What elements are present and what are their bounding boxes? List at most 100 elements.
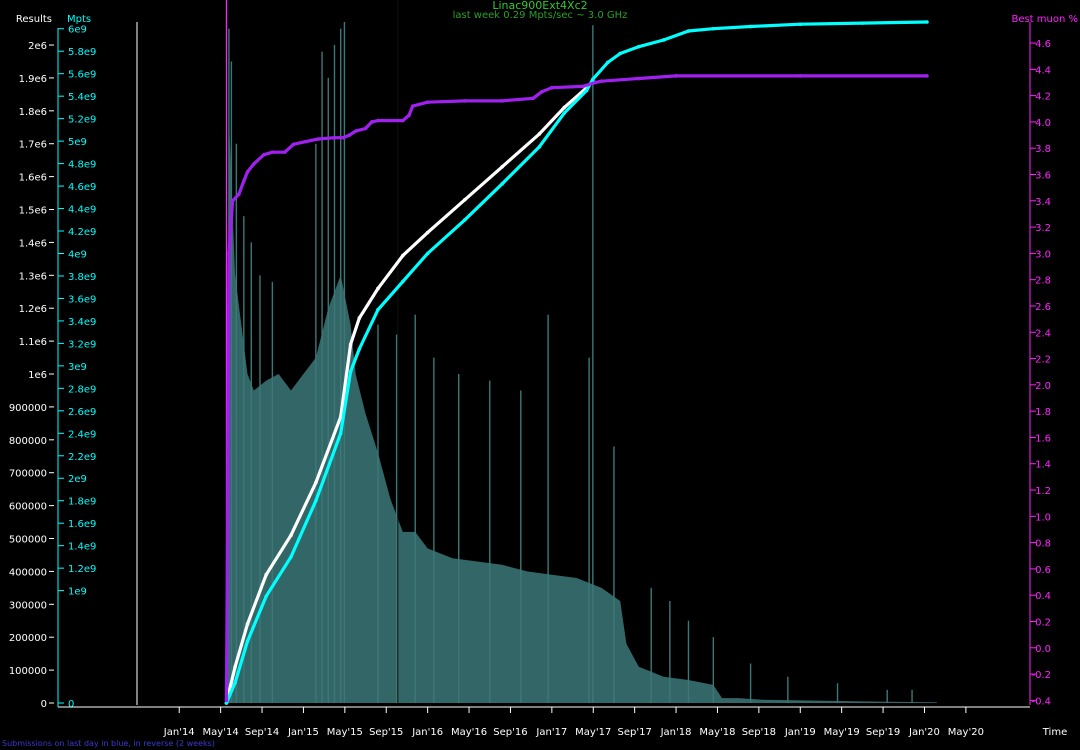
muon-tick-label: 0.2 [1035, 617, 1051, 628]
muon-tick-label: 3.0 [1035, 249, 1051, 260]
results-tick-label: 1.1e6 [19, 337, 47, 348]
results-tick-label: 1.9e6 [19, 74, 47, 85]
muon-tick-label: 2.6 [1035, 302, 1051, 313]
mpts-tick-label: 2e9 [68, 474, 87, 485]
muon-tick-label: 3.4 [1035, 197, 1051, 208]
results-tick-label: 2e6 [28, 41, 47, 52]
series-point-muon [425, 100, 430, 104]
results-tick-label: 1.7e6 [19, 140, 47, 151]
series-point-mpts [661, 38, 666, 42]
series-point-mpts [686, 29, 691, 33]
results-tick-label: 1.8e6 [19, 107, 47, 118]
results-tick-label: 1e6 [28, 370, 47, 381]
series-point-muon [636, 76, 641, 81]
muon-tick-label: 4.6 [1035, 39, 1051, 50]
series-point-mpts [500, 182, 504, 186]
results-tick-label: 700000 [9, 469, 47, 480]
series-point-muon [410, 104, 415, 108]
mpts-tick-label: 2.4e9 [68, 429, 96, 440]
series-point-results [245, 622, 250, 626]
results-tick-label: 500000 [9, 535, 47, 546]
series-point-mpts [636, 44, 641, 49]
series-point-mpts [798, 22, 803, 27]
mpts-tick-label: 1.8e9 [68, 497, 96, 508]
series-point-results [562, 105, 567, 110]
series-point-mpts [314, 498, 318, 503]
series-point-results [463, 197, 467, 202]
mpts-tick-label: 1.4e9 [68, 542, 96, 553]
series-point-results [500, 164, 504, 169]
results-tick-label: 1.3e6 [19, 271, 47, 282]
series-point-muon [581, 84, 585, 89]
series-point-mpts [376, 307, 380, 312]
muon-tick-label: 3.6 [1035, 171, 1051, 182]
muon-tick-label: 4.0 [1035, 118, 1051, 129]
series-point-muon [376, 118, 380, 123]
results-tick-label: 100000 [9, 666, 47, 677]
series-point-muon [347, 133, 352, 137]
muon-tick-label: 0.8 [1035, 539, 1051, 550]
axis-layer: Results 0 100000 200000 300000 400000 500000 60… [9, 14, 1078, 738]
series-point-results [425, 230, 430, 235]
muon-tick-label: 0.6 [1035, 565, 1051, 576]
results-tick-label: 1.2e6 [19, 304, 47, 315]
results-tick-label: 1.6e6 [19, 173, 47, 184]
series-point-mpts [245, 639, 250, 643]
series-point-results [357, 316, 362, 320]
series-point-muon [270, 150, 275, 154]
series-point-muon [245, 170, 250, 174]
series-point-muon [674, 74, 678, 78]
muon-tick-label: 2.0 [1035, 381, 1051, 392]
histogram-layer [226, 22, 937, 703]
series-point-muon [407, 113, 411, 118]
time-tick-label: Jan'16 [411, 727, 443, 738]
time-tick-label: Sep'16 [493, 727, 527, 738]
mpts-tick-label: 3.8e9 [68, 272, 96, 283]
series-point-muon [798, 74, 803, 78]
time-tick-label: Sep'17 [617, 727, 651, 738]
muon-tick-label: 1.4 [1035, 460, 1051, 471]
series-point-mpts [348, 369, 353, 374]
muon-tick-label: 3.8 [1035, 144, 1051, 155]
series-point-muon [283, 150, 287, 154]
series-point-muon [925, 74, 929, 78]
series-point-mpts [711, 26, 716, 31]
series-line-results [224, 80, 594, 704]
series-point-results [348, 342, 353, 347]
series-layer [224, 20, 929, 705]
time-tick-label: Sep'19 [866, 727, 900, 738]
histogram-area [226, 117, 937, 703]
series-point-mpts [860, 21, 865, 25]
series-point-results [401, 253, 405, 258]
series-point-mpts [463, 217, 467, 222]
time-tick-label: Jan'15 [287, 727, 319, 738]
mpts-axis-label: Mpts [67, 14, 91, 25]
results-tick-label: 1.4e6 [19, 238, 47, 249]
series-point-muon [550, 85, 554, 90]
mpts-tick-label: 4.8e9 [68, 160, 96, 171]
mpts-tick-label: 2.8e9 [68, 384, 96, 395]
time-tick-label: May'15 [327, 727, 363, 738]
chart-subtitle: last week 0.29 Mpts/sec ~ 3.0 GHz [452, 10, 628, 21]
results-tick-label: 800000 [9, 436, 47, 447]
series-point-muon [540, 89, 544, 94]
series-point-muon [251, 162, 256, 166]
footer-note: Submissions on last day in blue, in reve… [2, 739, 215, 748]
results-axis-label: Results [16, 14, 52, 25]
muon-tick-label: 3.2 [1035, 223, 1051, 234]
series-point-muon [237, 192, 241, 197]
series-point-mpts [401, 279, 405, 284]
series-line-mpts [224, 20, 928, 704]
mpts-tick-label: 3e9 [68, 362, 87, 373]
time-tick-label: May'19 [824, 727, 860, 738]
time-tick-label: Sep'14 [245, 727, 279, 738]
mpts-tick-label: 6e9 [68, 25, 87, 36]
mpts-tick-label: 5.8e9 [68, 47, 96, 58]
muon-tick-label: 2.4 [1035, 328, 1051, 339]
mpts-tick-label: 3.2e9 [68, 339, 96, 350]
mpts-tick-label: 1.6e9 [68, 519, 96, 530]
muon-tick-label: 4.2 [1035, 92, 1051, 103]
muon-tick-label: 1.6 [1035, 433, 1051, 444]
muon-tick-label: 4.4 [1035, 65, 1051, 76]
